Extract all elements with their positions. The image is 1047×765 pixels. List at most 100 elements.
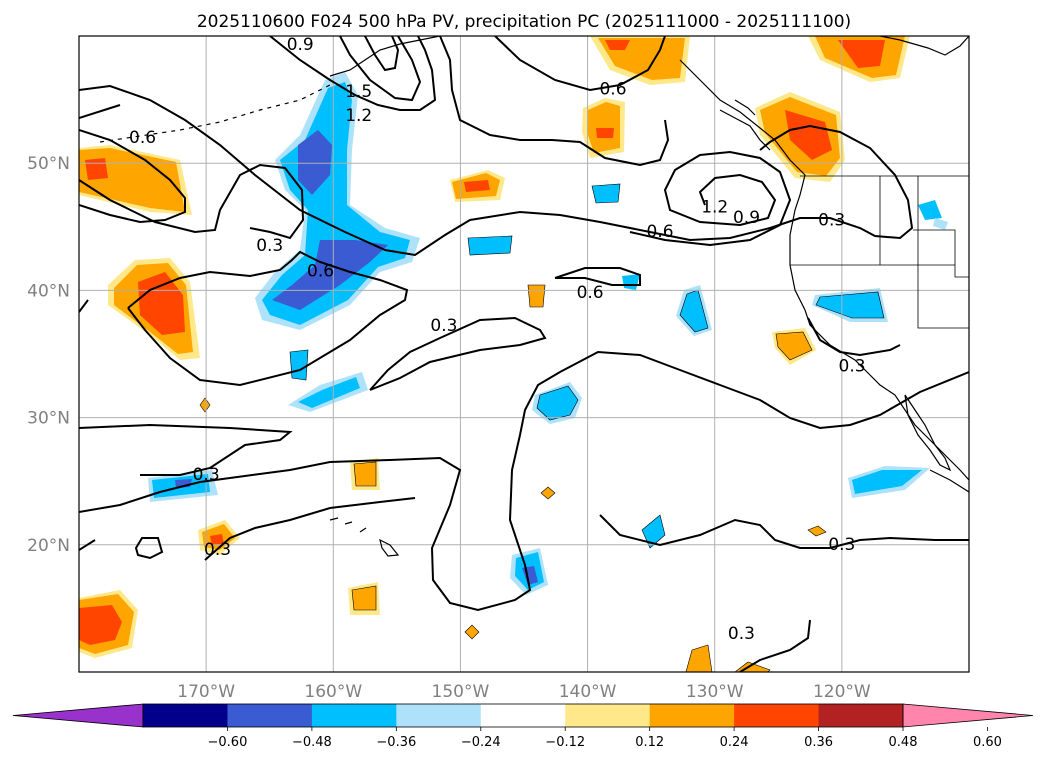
negative-precip-fields bbox=[148, 72, 948, 595]
x-tick-label: 150°W bbox=[432, 682, 490, 702]
colorbar-frame bbox=[142, 703, 904, 728]
pos-anomaly-bc-core bbox=[785, 110, 832, 160]
contour-0.3-hawaii-loop bbox=[134, 537, 164, 560]
neg-anomaly-mid bbox=[467, 235, 513, 256]
pos-anomaly-nw-core bbox=[85, 158, 108, 180]
colorbar-bin bbox=[396, 704, 482, 727]
neg-anomaly-ne bbox=[918, 200, 942, 220]
colorbar-bin bbox=[311, 704, 397, 727]
contour-0.9 bbox=[269, 36, 437, 111]
neg-anomaly-sw-core bbox=[298, 377, 360, 408]
contour-label: 0.6 bbox=[577, 283, 604, 303]
contour-label: 0.3 bbox=[256, 236, 283, 256]
contour-label: 1.2 bbox=[701, 198, 728, 218]
contour-0.3-hawaii bbox=[204, 497, 416, 561]
pos-anomaly-small-3 bbox=[527, 284, 546, 308]
pos-anomaly-tiny-b bbox=[540, 486, 556, 500]
chart-title: 2025110600 F024 500 hPa PV, precipitatio… bbox=[197, 12, 851, 32]
contour-1.2 bbox=[339, 36, 422, 102]
pos-anomaly-sw-core bbox=[79, 605, 122, 645]
x-tick-label: 170°W bbox=[177, 682, 235, 702]
contour-labels: 1.51.20.60.60.30.60.61.20.9 0.30.60.30.30… bbox=[129, 35, 866, 644]
neg-anomaly-core-south bbox=[272, 240, 388, 310]
pos-anomaly-small-1-core bbox=[353, 461, 377, 487]
colorbar-bin bbox=[734, 704, 820, 727]
colorbar-tick-label: 0.60 bbox=[973, 735, 1002, 750]
contour-0.3-south bbox=[79, 350, 969, 612]
pos-anomaly-tiny-c bbox=[464, 624, 480, 640]
pos-anomaly-small-2-core bbox=[351, 585, 377, 611]
pos-anomaly-hawaii-red bbox=[210, 534, 224, 545]
contour-0.6-north bbox=[79, 36, 666, 286]
contour-label: 0.9 bbox=[287, 35, 314, 55]
neg-anomaly-coast-core bbox=[815, 291, 885, 319]
colorbar-tick-label: −0.48 bbox=[292, 735, 332, 750]
contour-label: 1.2 bbox=[345, 106, 372, 126]
pos-anomaly-small-4-core bbox=[775, 331, 813, 361]
colorbar-bin bbox=[649, 704, 735, 727]
contour-outer-n bbox=[439, 36, 670, 167]
contour-1.5 bbox=[364, 36, 400, 72]
y-tick-label: 50°N bbox=[27, 154, 70, 174]
colorbar-bin bbox=[818, 704, 904, 727]
pos-anomaly-w-core bbox=[138, 272, 185, 335]
state-borders bbox=[790, 175, 969, 329]
colorbar-tick-label: −0.12 bbox=[545, 735, 585, 750]
contour-0.6-ring bbox=[629, 150, 792, 247]
coast-bc-islands bbox=[719, 99, 771, 151]
y-tick-label: 20°N bbox=[27, 536, 70, 556]
contour-label: 0.6 bbox=[599, 79, 626, 99]
pos-anomaly-mid-core bbox=[464, 180, 490, 192]
contour-label: 0.3 bbox=[828, 535, 855, 555]
contour-label: 0.3 bbox=[193, 465, 220, 485]
colorbar-tick-label: 0.24 bbox=[720, 735, 749, 750]
coast-mexico-mainland bbox=[929, 469, 969, 493]
pos-anomaly-n-core bbox=[587, 102, 620, 153]
hawaii-islands bbox=[329, 517, 400, 557]
colorbar-bin bbox=[227, 704, 313, 727]
contour-0.6 bbox=[79, 129, 409, 387]
pos-anomaly-small-5 bbox=[685, 644, 713, 672]
map-frame bbox=[78, 35, 970, 673]
neg-anomaly-ne-light bbox=[933, 218, 948, 230]
contour-label: 0.3 bbox=[839, 357, 866, 377]
coast-baja bbox=[904, 394, 952, 472]
colorbar-bin bbox=[480, 704, 566, 727]
y-axis-ticks: 20°N 30°N 40°N 50°N bbox=[27, 154, 70, 556]
contour-0.3-se bbox=[599, 514, 969, 672]
x-tick-label: 130°W bbox=[686, 682, 744, 702]
contour-0.3-north bbox=[79, 84, 914, 257]
pos-anomaly-ne-core bbox=[838, 40, 885, 68]
coastlines bbox=[99, 36, 969, 557]
pos-anomaly-n-red bbox=[596, 128, 614, 138]
colorbar: −0.60 −0.48 −0.36 −0.24 −0.12 0.12 0.24 0.36 0.4… bbox=[12, 703, 1034, 750]
x-tick-label: 120°W bbox=[813, 682, 871, 702]
colorbar-tick-label: −0.36 bbox=[376, 735, 416, 750]
contour-label: 0.3 bbox=[430, 316, 457, 336]
positive-precip-fields bbox=[79, 36, 910, 672]
contour-label: 0.6 bbox=[129, 128, 156, 148]
colorbar-tick-label: 0.48 bbox=[889, 735, 918, 750]
neg-anomaly-main bbox=[262, 82, 410, 325]
x-tick-label: 140°W bbox=[559, 682, 617, 702]
coast-north-america bbox=[679, 36, 969, 481]
pos-anomaly-alaska-core bbox=[605, 40, 630, 50]
contour-0.3-east bbox=[807, 317, 901, 357]
y-tick-label: 30°N bbox=[27, 409, 70, 429]
contour-0.3-mid bbox=[79, 316, 547, 551]
neg-anomaly-small bbox=[591, 183, 621, 204]
neg-anomaly-small-w bbox=[289, 349, 309, 381]
contour-label: 0.3 bbox=[728, 624, 755, 644]
contour-label: 0.3 bbox=[818, 210, 845, 230]
neg-anomaly-core-north bbox=[298, 130, 332, 195]
colorbar-extend-high bbox=[902, 703, 1034, 728]
pos-anomaly-tiny-a bbox=[199, 397, 211, 413]
pv-contours bbox=[79, 36, 969, 672]
colorbar-extend-low bbox=[12, 703, 144, 728]
colorbar-tick-label: −0.60 bbox=[208, 735, 248, 750]
x-axis-ticks: 170°W 160°W 150°W 140°W 130°W 120°W bbox=[177, 682, 871, 702]
contour-0.3-west bbox=[79, 163, 305, 313]
colorbar-bin bbox=[143, 704, 228, 727]
contour-label: 0.6 bbox=[647, 222, 674, 242]
